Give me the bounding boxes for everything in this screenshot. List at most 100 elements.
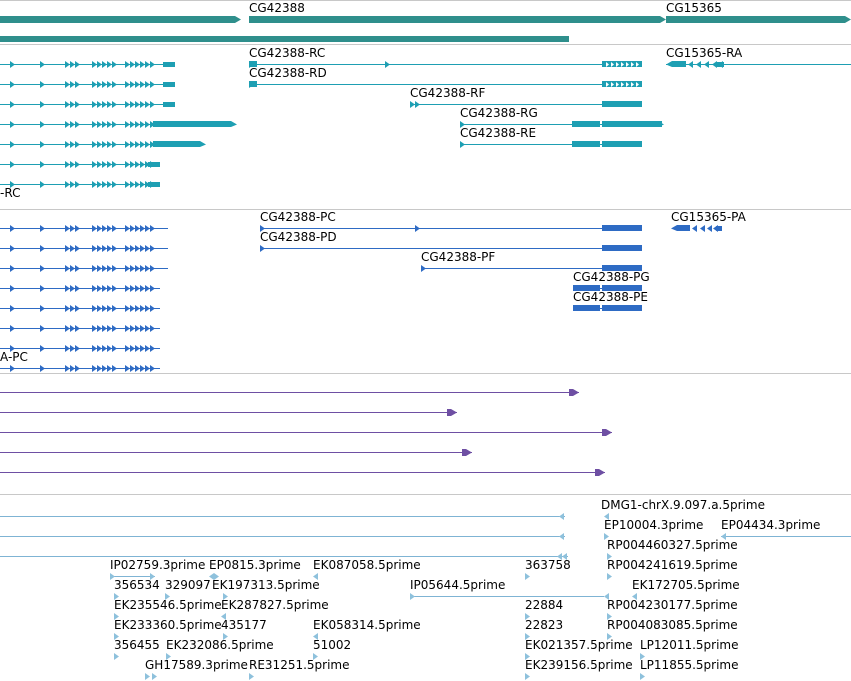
transcript-left-arrow[interactable] xyxy=(135,181,140,188)
est-arrow[interactable] xyxy=(525,573,530,580)
transcript-label[interactable]: CG42388-RG xyxy=(460,106,538,120)
est-label[interactable]: EP0815.3prime xyxy=(209,558,301,572)
est-label[interactable]: 22884 xyxy=(525,598,564,612)
protein-left-arrow[interactable] xyxy=(135,325,140,332)
protein-left-arrow[interactable] xyxy=(150,305,155,312)
protein-CG42388-PC-exon[interactable] xyxy=(602,225,642,231)
protein-left-arrow[interactable] xyxy=(97,325,102,332)
protein-left-arrow[interactable] xyxy=(130,365,135,372)
est-arrow[interactable] xyxy=(313,573,318,580)
protein-left-arrow[interactable] xyxy=(125,345,130,352)
est-arrow[interactable] xyxy=(604,533,609,540)
est-label[interactable]: 329097 xyxy=(165,578,211,592)
protein-CG15365-PA-arrow[interactable] xyxy=(707,225,712,232)
est-label[interactable]: EP10004.3prime xyxy=(604,518,704,532)
transcript-left-arrow[interactable] xyxy=(145,101,150,108)
transcript-left-arrow[interactable] xyxy=(112,101,117,108)
transcript-left-arrow[interactable] xyxy=(150,121,155,128)
est-arrow[interactable] xyxy=(150,573,155,580)
exon-arrow[interactable] xyxy=(631,62,634,67)
transcript-left-arrow[interactable] xyxy=(107,121,112,128)
transcript-left-arrow[interactable] xyxy=(125,181,130,188)
protein-left-arrow[interactable] xyxy=(97,305,102,312)
transcript-CG42388-RG-arrow[interactable] xyxy=(460,121,465,128)
est-label[interactable]: DMG1-chrX.9.097.a.5prime xyxy=(601,498,765,512)
est-label[interactable]: 435177 xyxy=(221,618,267,632)
est-label[interactable]: IP05644.5prime xyxy=(410,578,506,592)
transcript-left-arrow[interactable] xyxy=(10,121,15,128)
transcript-left-arrow[interactable] xyxy=(75,181,80,188)
gene-bar-left[interactable] xyxy=(0,16,241,23)
est-arrow[interactable] xyxy=(221,613,226,620)
transcript-left-arrow[interactable] xyxy=(107,141,112,148)
transcript-left-arrow[interactable] xyxy=(97,141,102,148)
transcript-left-arrow[interactable] xyxy=(145,61,150,68)
protein-left-arrow[interactable] xyxy=(40,325,45,332)
protein-label[interactable]: CG42388-PE xyxy=(573,290,648,304)
protein-left-arrow[interactable] xyxy=(145,305,150,312)
transcript-left-arrow[interactable] xyxy=(150,61,155,68)
protein-left-arrow[interactable] xyxy=(75,345,80,352)
protein-left-arrow[interactable] xyxy=(102,225,107,232)
protein-CG42388-PD-arrow[interactable] xyxy=(260,245,265,252)
protein-label[interactable]: CG42388-PF xyxy=(421,250,496,264)
exon-arrow[interactable] xyxy=(626,82,629,87)
protein-left-arrow[interactable] xyxy=(107,305,112,312)
transcript-left-arrow[interactable] xyxy=(150,101,155,108)
transcript-left-arrow[interactable] xyxy=(107,181,112,188)
est-label[interactable]: IP02759.3prime xyxy=(110,558,206,572)
transcript-left-arrow[interactable] xyxy=(40,181,45,188)
transcript-CG42388-RF-exon[interactable] xyxy=(602,101,642,107)
transcript-left-arrow[interactable] xyxy=(140,121,145,128)
protein-left-arrow[interactable] xyxy=(125,365,130,372)
gene-bar-CG42388[interactable] xyxy=(249,16,666,23)
protein-CG42388-PF-exon[interactable] xyxy=(602,265,642,271)
protein-left-arrow[interactable] xyxy=(125,325,130,332)
transcript-left-arrow[interactable] xyxy=(97,101,102,108)
transcript-left-arrow[interactable] xyxy=(125,81,130,88)
est-arrow[interactable] xyxy=(607,573,612,580)
protein-CG42388-PE-exon[interactable] xyxy=(602,305,642,311)
protein-left-arrow[interactable] xyxy=(150,285,155,292)
est-label[interactable]: 22823 xyxy=(525,618,564,632)
est-arrow[interactable] xyxy=(114,593,119,600)
gene-label[interactable]: CG15365 xyxy=(666,1,722,15)
transcript-label[interactable]: CG42388-RD xyxy=(249,66,327,80)
gene-bar-CG15365[interactable] xyxy=(666,16,851,23)
est-label[interactable]: RP004460327.5prime xyxy=(607,538,738,552)
est-label[interactable]: LP12011.5prime xyxy=(640,638,739,652)
protein-label[interactable]: CG42388-PG xyxy=(573,270,650,284)
protein-left-arrow[interactable] xyxy=(75,365,80,372)
protein-left-arrow[interactable] xyxy=(75,225,80,232)
transcript-left-utr[interactable] xyxy=(153,121,231,127)
protein-left-arrow[interactable] xyxy=(140,285,145,292)
protein-left-arrow[interactable] xyxy=(140,345,145,352)
transcript-left-arrow[interactable] xyxy=(40,101,45,108)
est-label[interactable]: GH17589.3prime xyxy=(145,658,248,672)
est-arrow[interactable] xyxy=(525,673,530,680)
protein-left-arrow[interactable] xyxy=(70,225,75,232)
transcript-left-arrow[interactable] xyxy=(70,121,75,128)
transcript-left-arrow[interactable] xyxy=(75,121,80,128)
exon-arrow[interactable] xyxy=(636,82,639,87)
protein-left-arrow[interactable] xyxy=(102,265,107,272)
transcript-left-arrow[interactable] xyxy=(40,121,45,128)
est-arrow[interactable] xyxy=(640,673,645,680)
transcript-left-arrow[interactable] xyxy=(70,101,75,108)
transcript-left-arrow[interactable] xyxy=(102,61,107,68)
protein-left-arrow[interactable] xyxy=(102,325,107,332)
transcript-left-arrow[interactable] xyxy=(75,61,80,68)
protein-left-arrow[interactable] xyxy=(140,225,145,232)
protein-left-arrow[interactable] xyxy=(145,325,150,332)
est-label[interactable]: 356455 xyxy=(114,638,160,652)
protein-left-arrow[interactable] xyxy=(140,245,145,252)
protein-left-arrow[interactable] xyxy=(102,245,107,252)
est-label[interactable]: 363758 xyxy=(525,558,571,572)
protein-left-arrow[interactable] xyxy=(125,245,130,252)
est-label[interactable]: RP004230177.5prime xyxy=(607,598,738,612)
protein-left-arrow[interactable] xyxy=(150,265,155,272)
transcript-left-arrow[interactable] xyxy=(140,61,145,68)
transcript-left-arrow[interactable] xyxy=(112,61,117,68)
transcript-left-arrow[interactable] xyxy=(40,81,45,88)
